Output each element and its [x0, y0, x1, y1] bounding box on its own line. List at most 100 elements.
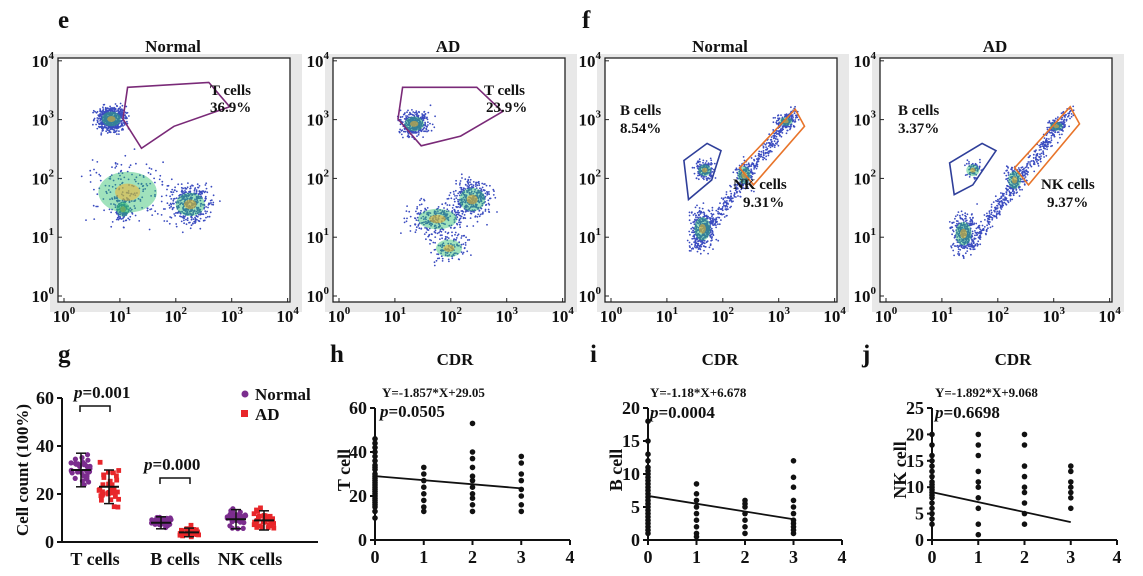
event-dot [205, 206, 208, 208]
event-dot [429, 243, 431, 245]
event-dot [691, 237, 694, 240]
event-dot [420, 197, 423, 200]
event-dot [971, 232, 974, 235]
event-dot [688, 211, 691, 214]
event-dot [197, 186, 200, 189]
event-dot [765, 146, 767, 149]
event-dot [106, 129, 109, 132]
event-dot [219, 200, 221, 203]
event-dot [433, 231, 436, 233]
x-tick-label: 101 [109, 305, 132, 326]
event-dot [952, 249, 955, 252]
event-dot [125, 219, 128, 222]
event-dot [765, 142, 768, 145]
panel-letter-i: i [590, 341, 597, 368]
event-dot [481, 213, 484, 215]
event-dot [772, 117, 775, 119]
event-dot [441, 257, 444, 260]
event-dot [424, 113, 427, 115]
event-dot [453, 200, 456, 203]
event-dot [184, 215, 186, 218]
event-dot [208, 203, 211, 205]
event-dot [794, 105, 796, 108]
event-dot [433, 261, 436, 264]
event-dot [990, 213, 993, 216]
event-dot [699, 163, 701, 166]
event-dot [762, 145, 765, 148]
event-dot [773, 146, 776, 149]
event-dot [694, 243, 697, 245]
event-dot [717, 210, 719, 213]
event-dot [770, 141, 773, 143]
event-dot [168, 207, 171, 209]
event-dot [1004, 196, 1006, 199]
event-dot [420, 209, 422, 212]
event-dot [113, 126, 115, 129]
event-dot [975, 222, 978, 225]
event-dot [971, 217, 974, 219]
event-dot [447, 231, 450, 234]
event-dot [123, 204, 126, 207]
event-dot [703, 176, 705, 178]
event-dot [486, 223, 488, 226]
event-dot [750, 157, 753, 159]
event-dot [85, 219, 87, 222]
event-dot [995, 199, 997, 202]
event-dot [204, 210, 207, 213]
event-dot [103, 115, 106, 118]
event-dot [1039, 160, 1042, 163]
event-dot [478, 215, 481, 218]
event-dot [1062, 123, 1065, 126]
event-dot [710, 227, 713, 230]
event-dot [160, 200, 163, 203]
event-dot [114, 112, 116, 115]
event-dot [695, 216, 697, 219]
event-dot [699, 160, 701, 163]
event-dot [91, 159, 94, 161]
event-dot [723, 216, 726, 218]
event-dot [205, 216, 207, 219]
event-dot [121, 104, 124, 107]
event-dot [990, 209, 993, 212]
event-dot [162, 161, 165, 164]
event-dot [434, 241, 436, 244]
event-dot [466, 239, 469, 241]
data-point [116, 468, 122, 473]
event-dot [691, 166, 694, 169]
event-dot [199, 213, 202, 216]
event-dot [765, 148, 767, 151]
event-dot [480, 188, 483, 191]
event-dot [405, 220, 408, 223]
event-dot [403, 217, 406, 220]
event-dot [764, 152, 767, 155]
event-dot [160, 214, 163, 216]
event-dot [95, 205, 98, 208]
event-dot [117, 109, 119, 111]
event-dot [793, 121, 796, 123]
event-dot [1070, 115, 1073, 118]
event-dot [120, 163, 123, 166]
event-dot [146, 209, 149, 212]
event-dot [698, 244, 700, 247]
event-dot [109, 111, 112, 114]
event-dot [116, 124, 119, 127]
event-dot [1047, 145, 1049, 148]
event-dot [757, 157, 760, 160]
event-dot [750, 172, 753, 174]
event-dot [1026, 164, 1028, 167]
event-dot [702, 245, 705, 247]
density-peak [115, 183, 141, 201]
event-dot [458, 221, 460, 224]
event-dot [465, 236, 467, 239]
event-dot [195, 190, 198, 193]
event-dot [190, 216, 192, 218]
event-dot [122, 122, 124, 124]
event-dot [959, 214, 961, 217]
event-dot [793, 125, 796, 128]
event-dot [120, 169, 123, 172]
event-dot [455, 213, 458, 216]
event-dot [175, 225, 178, 228]
x-tick-label: 104 [276, 305, 299, 326]
event-dot [127, 115, 130, 117]
